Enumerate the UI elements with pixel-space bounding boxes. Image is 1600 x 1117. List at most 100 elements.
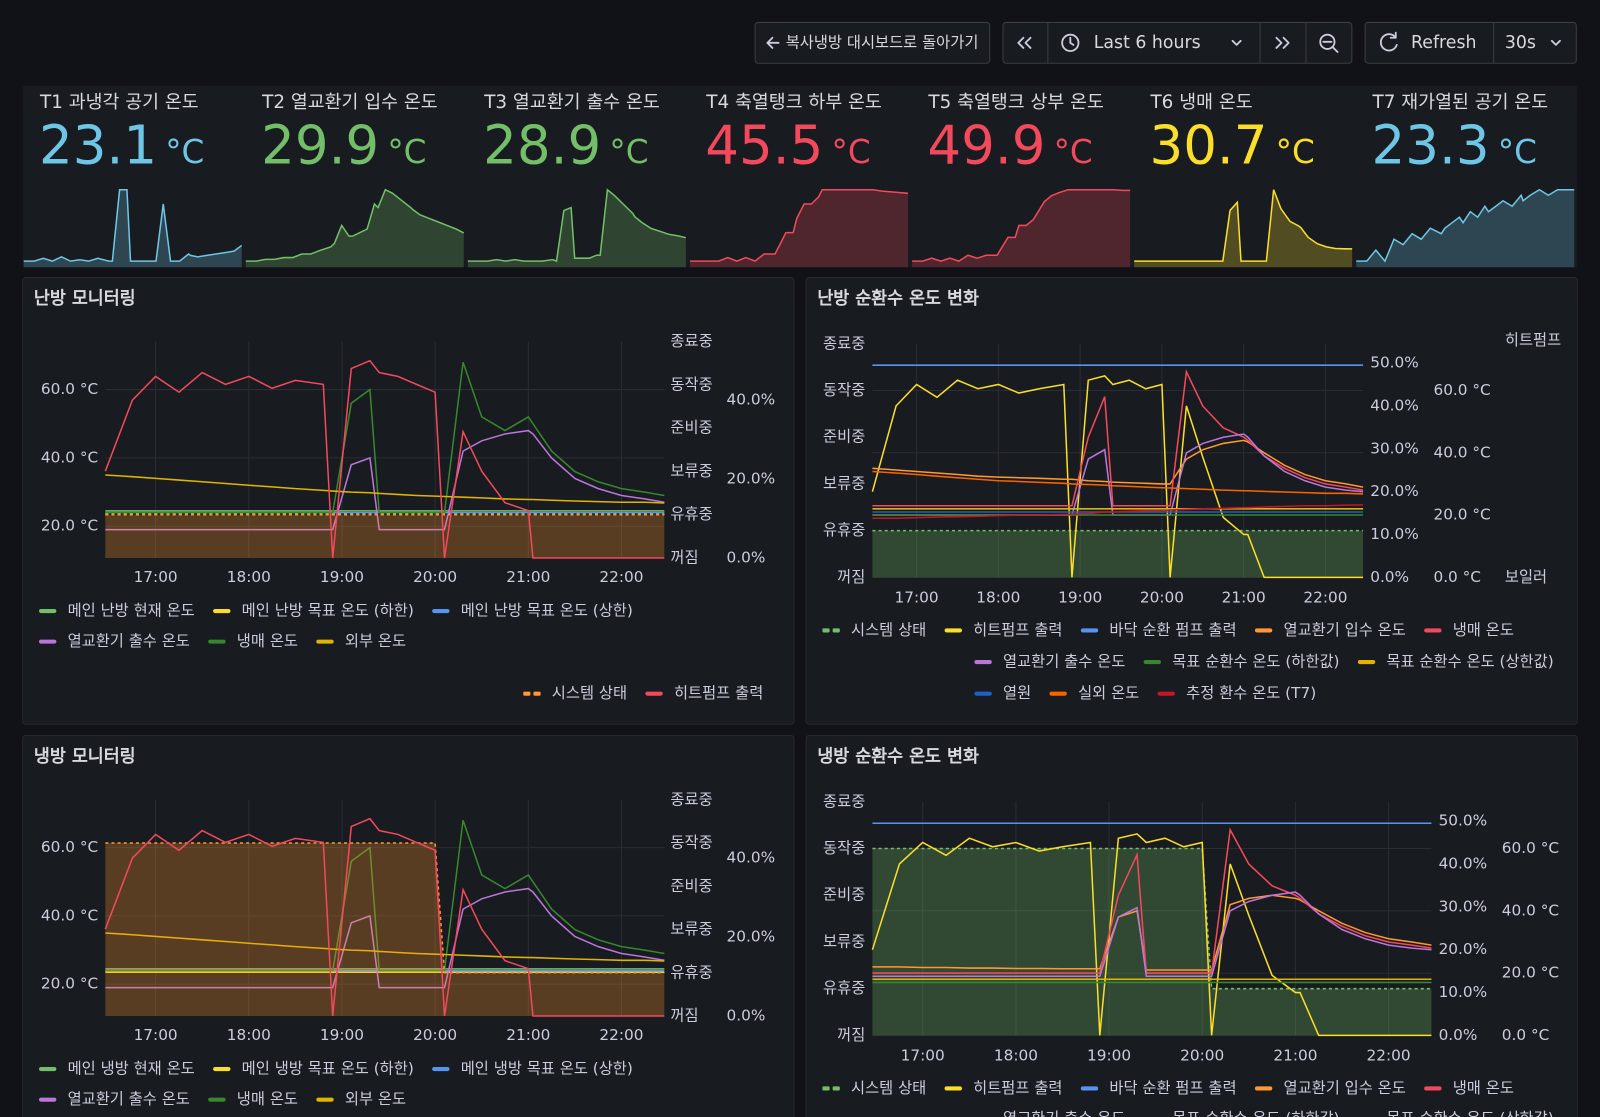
legend-swatch [213, 1067, 231, 1072]
state-label: 동작중 [823, 381, 865, 399]
legend-label[interactable]: 바닥 순환 펌프 출력 [1109, 1079, 1236, 1097]
legend-label[interactable]: 메인 냉방 현재 온도 [68, 1060, 195, 1078]
state-label: 종료중 [823, 334, 865, 352]
back-icon [766, 36, 780, 49]
legend-label[interactable]: 메인 난방 목표 온도 (상한) [461, 602, 633, 620]
x-tick-label: 19:00 [1087, 1046, 1131, 1064]
legend-label[interactable]: 목표 순환수 온도 (하한값) [1172, 1110, 1339, 1117]
refresh-icon [1379, 31, 1398, 52]
legend-label[interactable]: 외부 온도 [345, 1090, 406, 1108]
shift-back-icon[interactable] [1017, 36, 1032, 49]
legend-label[interactable]: 추정 환수 온도 (T7) [1186, 684, 1316, 702]
y2-tick-label: 40.0% [1439, 854, 1488, 872]
series-line [105, 429, 665, 531]
series-area [872, 530, 1364, 578]
zoom-icon[interactable] [1319, 33, 1336, 50]
panel: 냉방 모니터링 60.0 °C 40.0 °C 20.0 °C 40.0% 20.0% 0.… [22, 734, 795, 1117]
panel: 냉방 순환수 온도 변화 60.0 °C 40.0 °C 20.0 °C 0.0 °C 5… [805, 734, 1578, 1117]
legend-label[interactable]: 열원 [1003, 684, 1031, 702]
stat-unit: °C [1276, 133, 1315, 171]
y-tick-label: 40.0 °C [41, 448, 98, 466]
refresh-interval[interactable]: 30s [1505, 33, 1536, 53]
legend-label[interactable]: 히트펌프 출력 [674, 684, 763, 702]
x-tick-label: 18:00 [994, 1046, 1038, 1064]
legend-swatch [1157, 691, 1175, 696]
state-label: 동작중 [670, 834, 712, 852]
stat-value: 30.7 [1149, 115, 1267, 177]
clock-icon [1061, 33, 1080, 52]
y-tick-label: 60.0 °C [41, 380, 98, 398]
x-tick-label: 22:00 [1303, 588, 1347, 606]
legend-swatch [316, 1097, 334, 1102]
legend-label[interactable]: 열교환기 출수 온도 [68, 632, 190, 650]
series-line [872, 504, 1364, 519]
axis-label: 보일러 [1505, 568, 1547, 586]
stat-value: 23.3 [1372, 115, 1490, 177]
legend-label[interactable]: 목표 순환수 온도 (상한값) [1386, 1110, 1553, 1117]
clock-hands [1069, 36, 1075, 46]
toolbar: 복사냉방 대시보드로 돌아가기 Last 6 hours Refresh 30s [754, 21, 1577, 64]
stat-value: 49.9 [927, 115, 1045, 177]
series-line [104, 359, 665, 559]
legend-label[interactable]: 열교환기 출수 온도 [1003, 653, 1125, 671]
legend-label[interactable]: 메인 난방 현재 온도 [68, 602, 195, 620]
legend-label[interactable]: 열교환기 출수 온도 [1003, 1110, 1125, 1117]
legend-swatch [1080, 1086, 1099, 1091]
legend-swatch [1254, 628, 1273, 633]
time-range[interactable]: Last 6 hours [1094, 33, 1201, 53]
series-line [105, 887, 665, 989]
x-tick-label: 17:00 [895, 588, 939, 606]
series-line [872, 847, 1432, 990]
y-tick-label: 60.0 °C [1433, 381, 1490, 399]
panel-frame [22, 734, 795, 1117]
state-label: 준비중 [670, 877, 712, 895]
legend-label[interactable]: 냉매 온도 [237, 632, 298, 650]
legend-label[interactable]: 바닥 순환 펌프 출력 [1109, 621, 1236, 639]
stat-title: T1 과냉각 공기 온도 [39, 92, 199, 113]
legend-label[interactable]: 메인 난방 목표 온도 (하한) [242, 602, 414, 620]
legend-label[interactable]: 시스템 상태 [552, 684, 627, 702]
y-tick-label: 60.0 °C [1502, 839, 1559, 857]
sparkline [689, 188, 909, 263]
legend-label[interactable]: 실외 온도 [1078, 684, 1139, 702]
back-button[interactable] [754, 21, 991, 64]
legend-label[interactable]: 히트펌프 출력 [973, 1079, 1062, 1097]
state-label: 동작중 [823, 839, 865, 857]
series-line [872, 439, 1364, 488]
y-tick-label: 60.0 °C [41, 838, 98, 856]
legend-label[interactable]: 목표 순환수 온도 (상한값) [1386, 653, 1553, 671]
y2-tick-label: 50.0% [1370, 354, 1419, 372]
stat-title: T3 열교환기 출수 온도 [483, 92, 660, 113]
legend-label[interactable]: 냉매 온도 [1453, 621, 1514, 639]
legend-swatch [1143, 659, 1162, 665]
state-label: 보류중 [670, 462, 712, 480]
legend-label[interactable]: 열교환기 입수 온도 [1284, 621, 1406, 639]
legend-swatch [39, 1097, 57, 1102]
time-picker[interactable] [1002, 21, 1353, 64]
legend-label[interactable]: 열교환기 출수 온도 [68, 1090, 190, 1108]
refresh-picker[interactable] [1364, 21, 1577, 64]
legend-label[interactable]: 목표 순환수 온도 (하한값) [1172, 653, 1339, 671]
legend-label[interactable]: 냉매 온도 [237, 1090, 298, 1108]
panel-frame [805, 734, 1578, 1117]
legend-label[interactable]: 시스템 상태 [851, 1079, 926, 1097]
x-tick-label: 22:00 [1367, 1046, 1411, 1064]
sparkline-area [1134, 189, 1353, 268]
y-tick-label: 40.0 °C [41, 906, 98, 924]
legend-label[interactable]: 냉매 온도 [1453, 1079, 1514, 1097]
legend-label[interactable]: 외부 온도 [345, 632, 406, 650]
stat-row [22, 85, 1578, 268]
legend: 열교환기 출수 온도 냉매 온도 외부 온도 [39, 632, 406, 650]
legend-label[interactable]: 메인 냉방 목표 온도 (상한) [461, 1060, 633, 1078]
shift-forward-icon[interactable] [1275, 36, 1290, 49]
legend-label[interactable]: 시스템 상태 [851, 621, 926, 639]
legend: 시스템 상태 히트펌프 출력 [523, 684, 763, 702]
stat-title: T7 재가열된 공기 온도 [1372, 92, 1549, 113]
back-label[interactable]: 복사냉방 대시보드로 돌아가기 [786, 33, 979, 51]
legend-label[interactable]: 메인 냉방 목표 온도 (하한) [242, 1060, 414, 1078]
refresh-button[interactable]: Refresh [1411, 33, 1476, 53]
legend-swatch [822, 1086, 830, 1091]
legend-label[interactable]: 히트펌프 출력 [973, 621, 1062, 639]
legend-label[interactable]: 열교환기 입수 온도 [1284, 1079, 1406, 1097]
state-label: 꺼짐 [837, 1026, 865, 1044]
